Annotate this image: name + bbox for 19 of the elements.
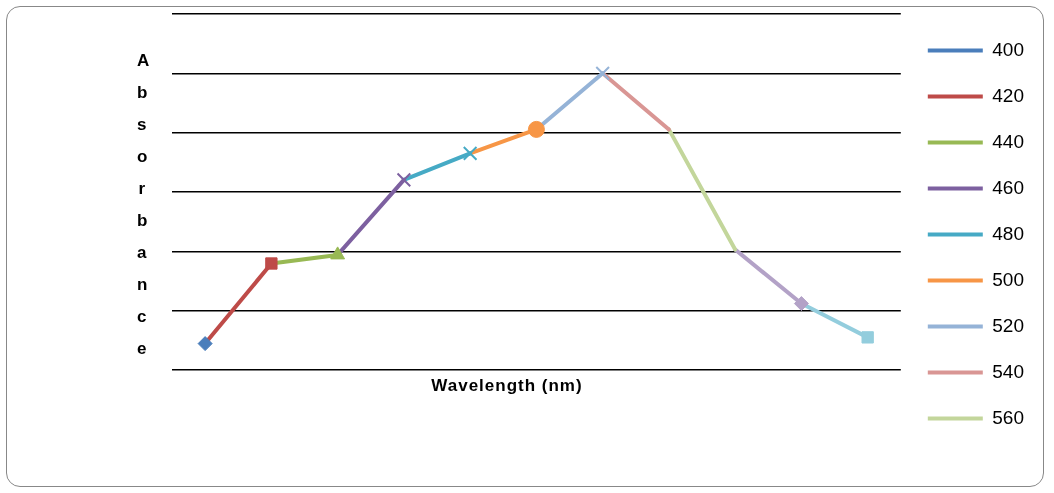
point (197, 336, 213, 352)
point (265, 257, 278, 270)
legend-label: 400 (992, 38, 1024, 60)
legend-label: 480 (992, 222, 1024, 244)
legend-label: 540 (992, 360, 1024, 382)
legend-label: 520 (992, 314, 1024, 336)
legend-label: 500 (992, 268, 1024, 290)
legend-label: 440 (992, 130, 1024, 152)
point (595, 65, 611, 81)
text: Absorbance (137, 51, 150, 358)
legend-label: 560 (992, 406, 1024, 428)
point (396, 172, 412, 188)
point (462, 146, 478, 161)
point (527, 120, 545, 138)
point (861, 331, 874, 344)
point (793, 296, 809, 312)
legend-label: 460 (992, 176, 1024, 198)
x-axis-title: Wavelength (nm) (430, 376, 584, 396)
legend-label: 420 (992, 84, 1024, 106)
